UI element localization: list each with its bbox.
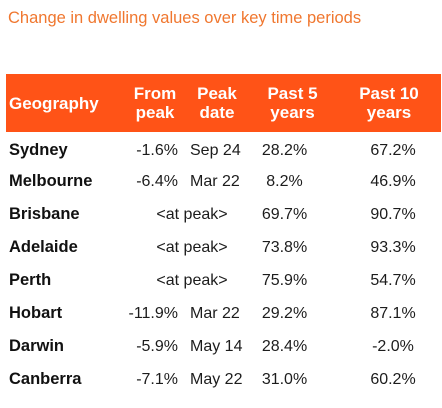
past-5-years-cell: 8.2% xyxy=(266,172,303,190)
past-5-years-cell: 29.2% xyxy=(261,304,308,322)
table-row: Darwin -5.9% May 14 28.4% -2.0% xyxy=(6,330,441,363)
from-peak-cell: -6.4% xyxy=(136,172,178,190)
from-peak-cell: -7.1% xyxy=(136,370,178,388)
past-5-years-cell: 31.0% xyxy=(261,370,308,388)
geography-cell: Melbourne xyxy=(9,172,93,190)
past-10-years-cell: 54.7% xyxy=(370,271,416,289)
table-body: Sydney -1.6% Sep 24 28.2% 67.2% Melbourne -6.4… xyxy=(6,132,441,396)
geography-cell: Perth xyxy=(9,271,52,289)
peak-date-cell: Sep 24 xyxy=(190,141,241,159)
at-peak-cell: <at peak> xyxy=(156,238,228,256)
peak-date-cell: May 14 xyxy=(190,337,243,355)
peak-date-cell: Mar 22 xyxy=(190,304,240,322)
header-past-10-years: Past 10 years xyxy=(337,74,441,132)
at-peak-cell: <at peak> xyxy=(156,205,228,223)
table-row: Hobart -11.9% Mar 22 29.2% 87.1% xyxy=(6,297,441,330)
table-row: Melbourne -6.4% Mar 22 8.2% 46.9% xyxy=(6,165,441,198)
peak-date-cell: Mar 22 xyxy=(190,172,240,190)
geography-cell: Sydney xyxy=(9,141,68,159)
past-10-years-cell: 67.2% xyxy=(370,141,416,159)
past-10-years-cell: 90.7% xyxy=(370,205,416,223)
past-10-years-cell: 46.9% xyxy=(370,172,416,190)
past-10-years-cell: 60.2% xyxy=(370,370,416,388)
table-row: Canberra -7.1% May 22 31.0% 60.2% xyxy=(6,363,441,396)
dwelling-values-table: Geography From peak Peak date Past 5 years Past… xyxy=(6,74,441,396)
geography-cell: Hobart xyxy=(9,304,63,322)
geography-cell: Adelaide xyxy=(9,238,78,256)
at-peak-cell: <at peak> xyxy=(156,271,228,289)
table-row: Adelaide <at peak> 73.8% 93.3% xyxy=(6,231,441,264)
header-row: Geography From peak Peak date Past 5 years Past… xyxy=(6,74,441,132)
chart-title: Change in dwelling values over key time … xyxy=(8,9,362,27)
geography-cell: Canberra xyxy=(9,370,82,388)
table-row: Sydney -1.6% Sep 24 28.2% 67.2% xyxy=(6,132,441,165)
table-row: Perth <at peak> 75.9% 54.7% xyxy=(6,264,441,297)
header-peak-date: Peak date xyxy=(186,74,248,132)
past-10-years-cell: 93.3% xyxy=(370,238,416,256)
from-peak-cell: -11.9% xyxy=(128,304,178,322)
past-5-years-cell: 75.9% xyxy=(261,271,308,289)
past-10-years-cell: 87.1% xyxy=(370,304,416,322)
geography-cell: Brisbane xyxy=(9,205,80,223)
geography-cell: Darwin xyxy=(9,337,65,355)
past-5-years-cell: 28.2% xyxy=(261,141,308,159)
past-5-years-cell: 28.4% xyxy=(261,337,308,355)
table-row: Brisbane <at peak> 69.7% 90.7% xyxy=(6,198,441,231)
header-geography: Geography xyxy=(6,74,124,132)
past-10-years-cell: -2.0% xyxy=(372,337,414,355)
header-from-peak: From peak xyxy=(124,74,186,132)
past-5-years-cell: 69.7% xyxy=(261,205,308,223)
peak-date-cell: May 22 xyxy=(190,370,243,388)
from-peak-cell: -5.9% xyxy=(136,337,178,355)
from-peak-cell: -1.6% xyxy=(136,141,178,159)
table-header: Geography From peak Peak date Past 5 years Past… xyxy=(6,74,441,132)
header-past-5-years: Past 5 years xyxy=(248,74,337,132)
past-5-years-cell: 73.8% xyxy=(261,238,308,256)
